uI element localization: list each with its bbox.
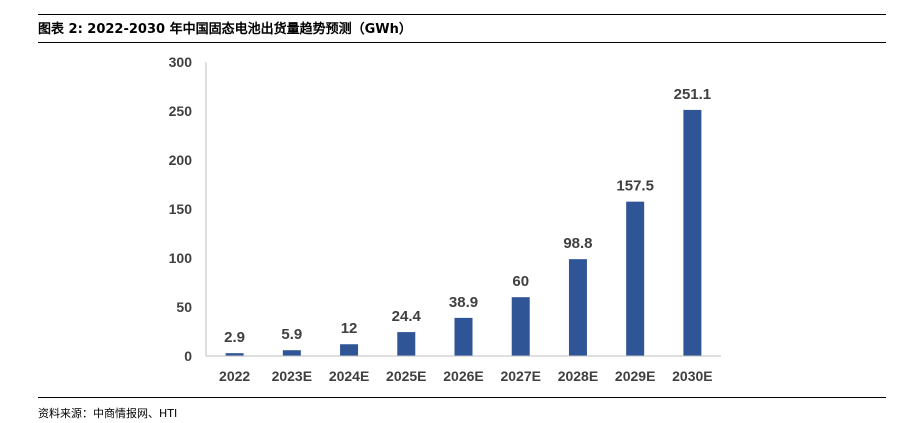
bottom-rule: [38, 397, 886, 398]
data-label: 2.9: [224, 329, 245, 346]
source-note: 资料来源：中商情报网、HTI: [38, 407, 178, 420]
data-label: 157.5: [616, 178, 654, 195]
y-tick-label: 200: [169, 152, 193, 168]
data-label: 5.9: [281, 326, 302, 343]
bar-2024e: [340, 344, 359, 356]
bar-2030e: [683, 109, 702, 356]
x-tick-label: 2030E: [672, 368, 712, 384]
y-tick-label: 0: [184, 348, 192, 364]
y-axis-ticks: 0 50 100 150 200 250 300: [169, 54, 193, 364]
x-tick-label: 2026E: [443, 368, 483, 384]
y-tick-label: 100: [169, 250, 193, 266]
x-tick-label: 2023E: [272, 368, 312, 384]
data-label: 60: [512, 273, 529, 290]
data-label: 24.4: [392, 308, 422, 325]
bar-2028e: [568, 259, 587, 356]
x-tick-label: 2022: [219, 368, 250, 384]
title-rule: [38, 42, 886, 43]
bar-2023e: [282, 350, 301, 356]
bar-2022: [225, 353, 244, 356]
x-tick-label: 2024E: [329, 368, 369, 384]
bars-group: [225, 109, 702, 356]
x-tick-label: 2025E: [386, 368, 426, 384]
data-label: 98.8: [563, 235, 592, 252]
chart-title: 图表 2: 2022-2030 年中国固态电池出货量趋势预测（GWh）: [38, 22, 412, 37]
x-tick-label: 2029E: [615, 368, 655, 384]
bar-2026e: [454, 317, 473, 356]
data-label: 12: [341, 320, 358, 337]
y-tick-label: 250: [169, 103, 193, 119]
data-label: 251.1: [674, 86, 712, 103]
x-axis-ticks: 2022 2023E 2024E 2025E 2026E 2027E 2028E 2029E 2…: [219, 368, 713, 384]
data-labels-group: 2.9 5.9 12 24.4 38.9 60 98.8 157.5 251.1: [224, 86, 711, 346]
bar-2027e: [511, 297, 530, 356]
y-tick-label: 300: [169, 54, 193, 70]
chart-title-bar: 图表 2: 2022-2030 年中国固态电池出货量趋势预测（GWh）: [38, 18, 886, 37]
bar-2029e: [626, 201, 645, 356]
y-tick-label: 150: [169, 201, 193, 217]
y-tick-label: 50: [176, 299, 192, 315]
x-tick-label: 2027E: [500, 368, 540, 384]
bar-2025e: [397, 332, 416, 356]
data-label: 38.9: [449, 294, 478, 311]
top-rule: [38, 14, 886, 15]
x-tick-label: 2028E: [558, 368, 598, 384]
